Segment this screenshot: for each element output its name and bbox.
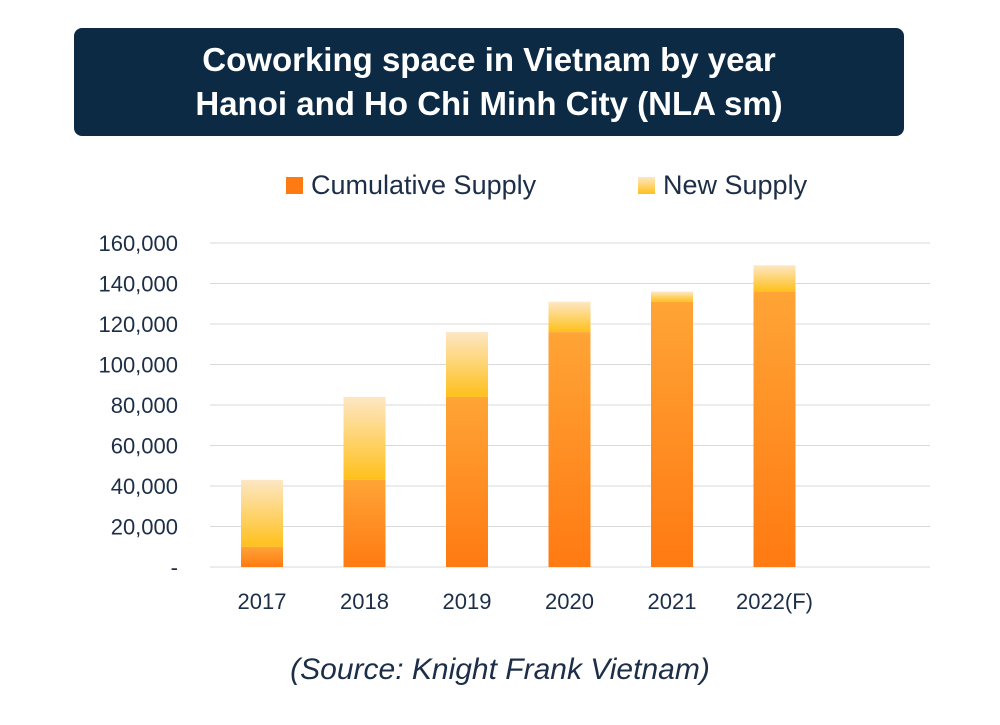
x-tick-label: 2019 xyxy=(443,589,492,614)
y-tick-label: 40,000 xyxy=(111,474,178,499)
bar-new-supply xyxy=(548,301,591,333)
bar-new-supply xyxy=(343,396,386,480)
legend-swatch-new xyxy=(638,177,655,194)
bar-cumulative-supply xyxy=(651,301,693,567)
source-note: (Source: Knight Frank Vietnam) xyxy=(290,653,710,686)
legend-label-new: New Supply xyxy=(663,170,808,200)
y-tick-label: 60,000 xyxy=(111,434,178,459)
legend-label-cumulative: Cumulative Supply xyxy=(311,170,537,200)
y-tick-label: 100,000 xyxy=(98,353,178,378)
y-axis-ticks: - 20,000 40,000 60,000 80,000 100,000 120,000 1… xyxy=(98,231,178,580)
x-tick-label: 2021 xyxy=(648,589,697,614)
y-tick-label: 160,000 xyxy=(98,231,178,256)
legend: Cumulative Supply New Supply xyxy=(286,170,808,200)
bar-cumulative-supply xyxy=(753,291,796,567)
bar-new-supply xyxy=(753,265,796,292)
chart-subtitle: Hanoi and Ho Chi Minh City (NLA sm) xyxy=(195,85,783,122)
chart-title: Coworking space in Vietnam by year xyxy=(202,41,776,78)
x-tick-label: 2017 xyxy=(238,589,287,614)
y-tick-label: 20,000 xyxy=(111,515,178,540)
bar-cumulative-supply xyxy=(446,396,488,567)
y-tick-label: 120,000 xyxy=(98,312,178,337)
bars xyxy=(241,265,796,567)
x-tick-label: 2020 xyxy=(545,589,594,614)
bar-cumulative-supply xyxy=(548,332,591,567)
x-tick-label: 2022(F) xyxy=(736,589,813,614)
bar-new-supply xyxy=(651,291,693,302)
x-axis-ticks: 2017 2018 2019 2020 2021 2022(F) xyxy=(238,589,814,614)
bar-cumulative-supply xyxy=(241,546,283,567)
chart-title-box: Coworking space in Vietnam by year Hanoi… xyxy=(74,28,904,136)
y-tick-label: - xyxy=(171,555,178,580)
y-tick-label: 80,000 xyxy=(111,393,178,418)
y-tick-label: 140,000 xyxy=(98,272,178,297)
bar-cumulative-supply xyxy=(343,479,386,567)
bar-new-supply xyxy=(241,479,283,547)
x-tick-label: 2018 xyxy=(340,589,389,614)
bar-new-supply xyxy=(446,332,488,397)
legend-swatch-cumulative xyxy=(286,177,303,194)
